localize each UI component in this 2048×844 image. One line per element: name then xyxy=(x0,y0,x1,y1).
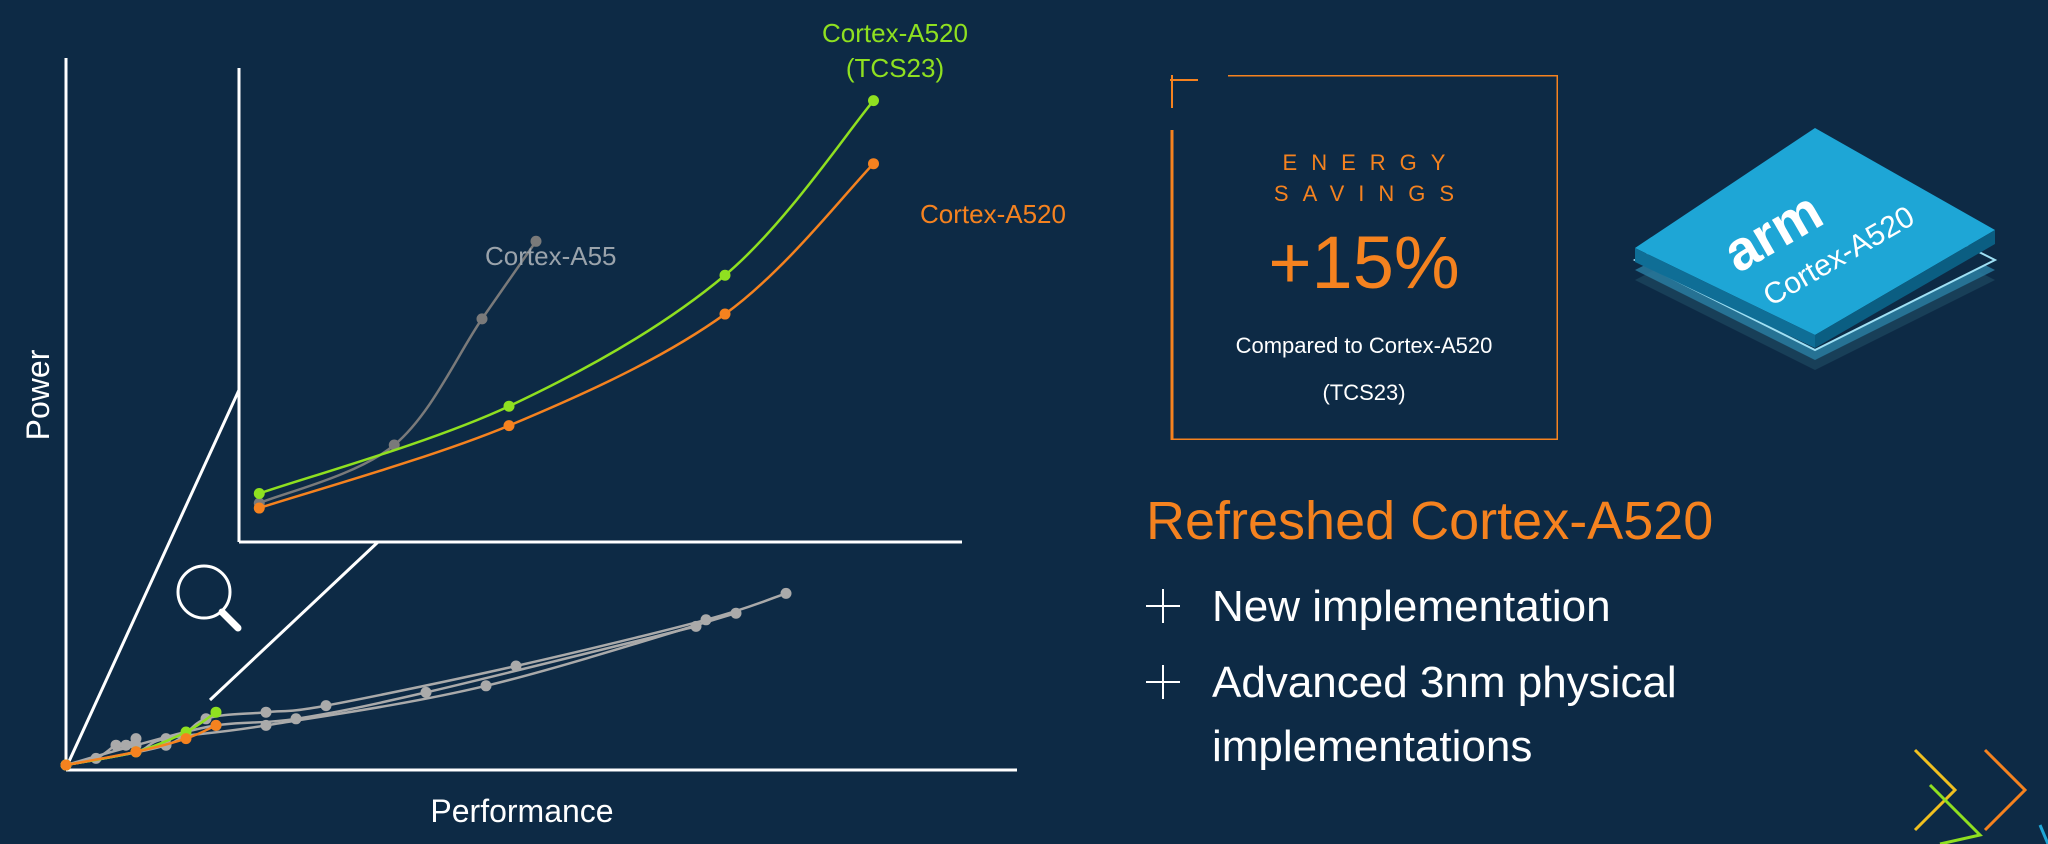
main-series-point xyxy=(260,706,272,718)
main-series-point xyxy=(510,660,522,672)
inset-series-point xyxy=(719,308,731,320)
main-series-point xyxy=(320,700,332,712)
inset-series-line xyxy=(258,240,538,505)
inset-series-line xyxy=(258,162,875,510)
magnifier-icon xyxy=(176,564,242,632)
main-series-point xyxy=(260,719,272,731)
bullet-text: New implementation xyxy=(1212,582,1611,631)
main-series-point xyxy=(480,680,492,692)
main-series-line xyxy=(65,592,787,767)
headline: Refreshed Cortex-A520 xyxy=(1146,491,1714,551)
inset-series-point xyxy=(253,502,265,514)
chevron-arrows-icon xyxy=(1913,748,2048,844)
main-series-point xyxy=(110,739,122,751)
inset-series-point xyxy=(868,158,879,170)
inset-series-point xyxy=(503,400,515,412)
main-series-point xyxy=(130,733,142,745)
main-series-point xyxy=(730,607,742,619)
inset-series-point xyxy=(253,488,265,499)
x-axis-label: Performance xyxy=(430,793,613,829)
inset-series-point xyxy=(476,313,488,325)
inset-label-a520: Cortex-A520 xyxy=(920,199,1066,229)
main-series-point xyxy=(130,746,142,758)
main-series-line xyxy=(65,724,217,767)
energy-savings-card: ENERGY SAVINGS +15% Compared to Cortex-A… xyxy=(1170,75,1558,440)
main-series-point xyxy=(60,759,72,771)
chip-graphic: arm Cortex-A520 xyxy=(1632,128,1998,370)
compare-line1: Compared to Cortex-A520 xyxy=(1235,333,1493,358)
main-series-point xyxy=(210,706,222,718)
energy-label-line2: SAVINGS xyxy=(1273,181,1469,206)
energy-label-line1: ENERGY xyxy=(1282,150,1460,175)
card-frame xyxy=(1170,75,1558,440)
main-series-point xyxy=(180,733,192,745)
bullet-text-continued: implementations xyxy=(1212,722,1533,771)
plus-bullet-icon xyxy=(1146,589,1180,623)
inset-label-a520-tcs23-line1: Cortex-A520 xyxy=(822,18,968,48)
inset-series-point xyxy=(719,269,731,281)
inset-series-point xyxy=(530,235,542,247)
power-performance-chart: Cortex-A520 (TCS23) Cortex-A520 Cortex-A… xyxy=(20,18,1066,829)
inset-series-point xyxy=(503,420,515,432)
y-axis-label: Power xyxy=(20,349,56,440)
corner-plus-icon xyxy=(1170,75,1198,108)
main-series-point xyxy=(210,719,222,731)
main-series-point xyxy=(780,587,792,599)
energy-value: +15% xyxy=(1268,221,1460,304)
plus-bullet-icon xyxy=(1146,665,1180,699)
zoom-connector-upper xyxy=(64,389,241,769)
inset-series-point xyxy=(868,95,879,107)
compare-line2: (TCS23) xyxy=(1322,380,1406,405)
main-series-point xyxy=(120,739,132,751)
inset-series-point xyxy=(388,439,400,451)
zoom-connector-lower xyxy=(208,540,380,702)
inset-label-a55: Cortex-A55 xyxy=(485,241,617,271)
bullet-text: Advanced 3nm physical xyxy=(1212,658,1677,707)
inset-series-line xyxy=(258,99,875,495)
inset-label-a520-tcs23-line2: (TCS23) xyxy=(846,53,944,83)
main-series-point xyxy=(420,686,432,698)
